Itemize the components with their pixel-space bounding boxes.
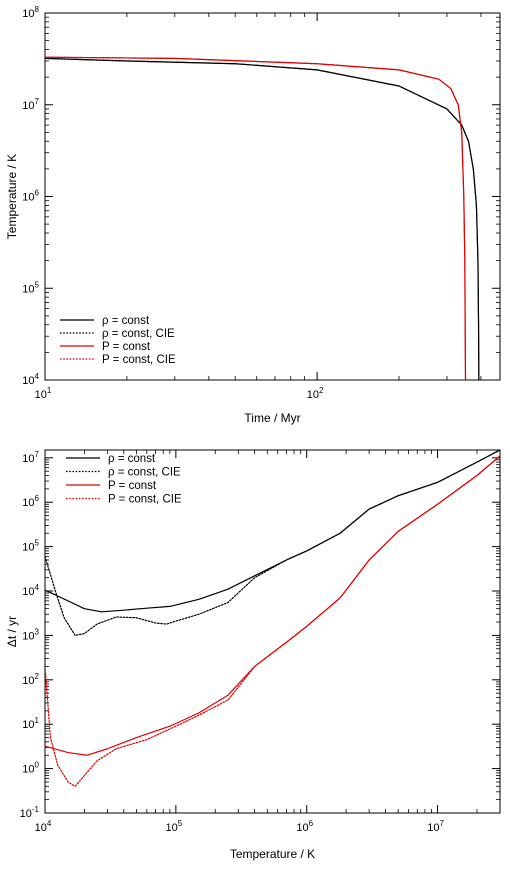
y-tick-label: 106 (22, 189, 39, 204)
series-line-1 (45, 57, 480, 380)
y-tick-label-exponent: 7 (35, 450, 40, 459)
series-line-3 (45, 455, 500, 787)
minor-ticks (45, 13, 500, 380)
y-tick-label: 100 (22, 761, 39, 776)
y-tick-label-base: 10 (22, 630, 34, 642)
y-tick-label: 108 (22, 5, 39, 20)
x-tick-label-exponent: 7 (439, 819, 444, 828)
y-tick-label-exponent: 8 (35, 5, 40, 14)
y-tick-label: 103 (22, 627, 39, 642)
x-tick-label-base: 10 (35, 822, 47, 834)
y-axis-title: Temperature / K (5, 154, 19, 239)
y-tick-label-exponent: -1 (32, 805, 40, 814)
y-tick-label-exponent: 4 (35, 583, 40, 592)
y-tick-label-base: 10 (22, 453, 34, 465)
y-tick-label-base: 10 (22, 497, 34, 509)
y-tick-label-exponent: 1 (35, 716, 40, 725)
x-tick-label: 105 (166, 819, 183, 834)
y-tick-label-exponent: 0 (35, 761, 40, 770)
x-tick-label-exponent: 2 (319, 386, 324, 395)
bottom-panel-timestep-vs-temperature: 104 105 106 10710-1100101102103104105106107… (5, 449, 501, 861)
x-tick-label-exponent: 1 (47, 386, 52, 395)
y-tick-label-base: 10 (20, 808, 32, 820)
legend-label: ρ = const (102, 315, 150, 327)
y-tick-label-base: 10 (22, 8, 34, 20)
x-tick-label-base: 10 (296, 822, 308, 834)
minor-ticks (45, 450, 500, 813)
x-axis-title: Time / Myr (244, 411, 300, 425)
plot-frame (44, 449, 501, 814)
y-axis-title: Δt / yr (5, 616, 19, 647)
y-tick-label-base: 10 (22, 764, 34, 776)
y-tick-label-base: 10 (22, 100, 34, 112)
y-tick-label-exponent: 6 (35, 494, 40, 503)
y-tick-label-exponent: 5 (35, 539, 40, 548)
legend-label: P = const, CIE (108, 494, 182, 506)
series-line-3 (45, 56, 467, 380)
y-tick-label-base: 10 (22, 675, 34, 687)
y-tick-label-base: 10 (22, 586, 34, 598)
series-line-1 (45, 450, 500, 637)
y-tick-label-base: 10 (22, 375, 34, 387)
y-tick-label: 107 (22, 97, 39, 112)
x-tick-label-exponent: 5 (178, 819, 183, 828)
y-tick-label-base: 10 (22, 192, 34, 204)
y-tick-label-exponent: 7 (35, 97, 40, 106)
series-lines (45, 56, 480, 380)
y-tick-label-exponent: 3 (35, 627, 40, 636)
y-tick-label-exponent: 2 (35, 672, 40, 681)
y-tick-label-base: 10 (22, 719, 34, 731)
y-tick-label-base: 10 (22, 283, 34, 295)
legend-label: ρ = const, CIE (108, 467, 181, 479)
y-tick-label: 104 (22, 372, 39, 387)
legend-label: ρ = const, CIE (102, 328, 175, 340)
legend-label: P = const, CIE (102, 354, 176, 366)
x-tick-label-base: 10 (427, 822, 439, 834)
y-tick-label: 107 (22, 450, 39, 465)
x-axis-title: Temperature / K (230, 847, 315, 861)
y-tick-label: 10-1 (20, 805, 40, 820)
y-tick-label: 101 (22, 716, 39, 731)
legend-label: ρ = const (108, 453, 156, 465)
x-tick-label-base: 10 (307, 389, 319, 401)
y-tick-label: 105 (22, 280, 39, 295)
y-tick-label-exponent: 6 (35, 189, 40, 198)
x-tick-label: 107 (427, 819, 444, 834)
legend-label: P = const (102, 341, 151, 353)
x-tick-label: 104 (35, 819, 52, 834)
x-tick-label: 102 (307, 386, 324, 401)
x-tick-label: 101 (35, 386, 52, 401)
x-tick-label-base: 10 (35, 389, 47, 401)
series-lines (45, 450, 500, 787)
y-tick-label: 105 (22, 539, 39, 554)
y-tick-label-exponent: 5 (35, 280, 40, 289)
legend-label: P = const (108, 480, 157, 492)
y-tick-label-exponent: 4 (35, 372, 40, 381)
x-tick-label-exponent: 6 (309, 819, 314, 828)
y-tick-label-base: 10 (22, 542, 34, 554)
y-tick-label: 102 (22, 672, 39, 687)
x-tick-label-base: 10 (166, 822, 178, 834)
x-tick-label-exponent: 4 (47, 819, 52, 828)
x-tick-label: 106 (296, 819, 313, 834)
y-tick-label: 104 (22, 583, 39, 598)
y-tick-label: 106 (22, 494, 39, 509)
